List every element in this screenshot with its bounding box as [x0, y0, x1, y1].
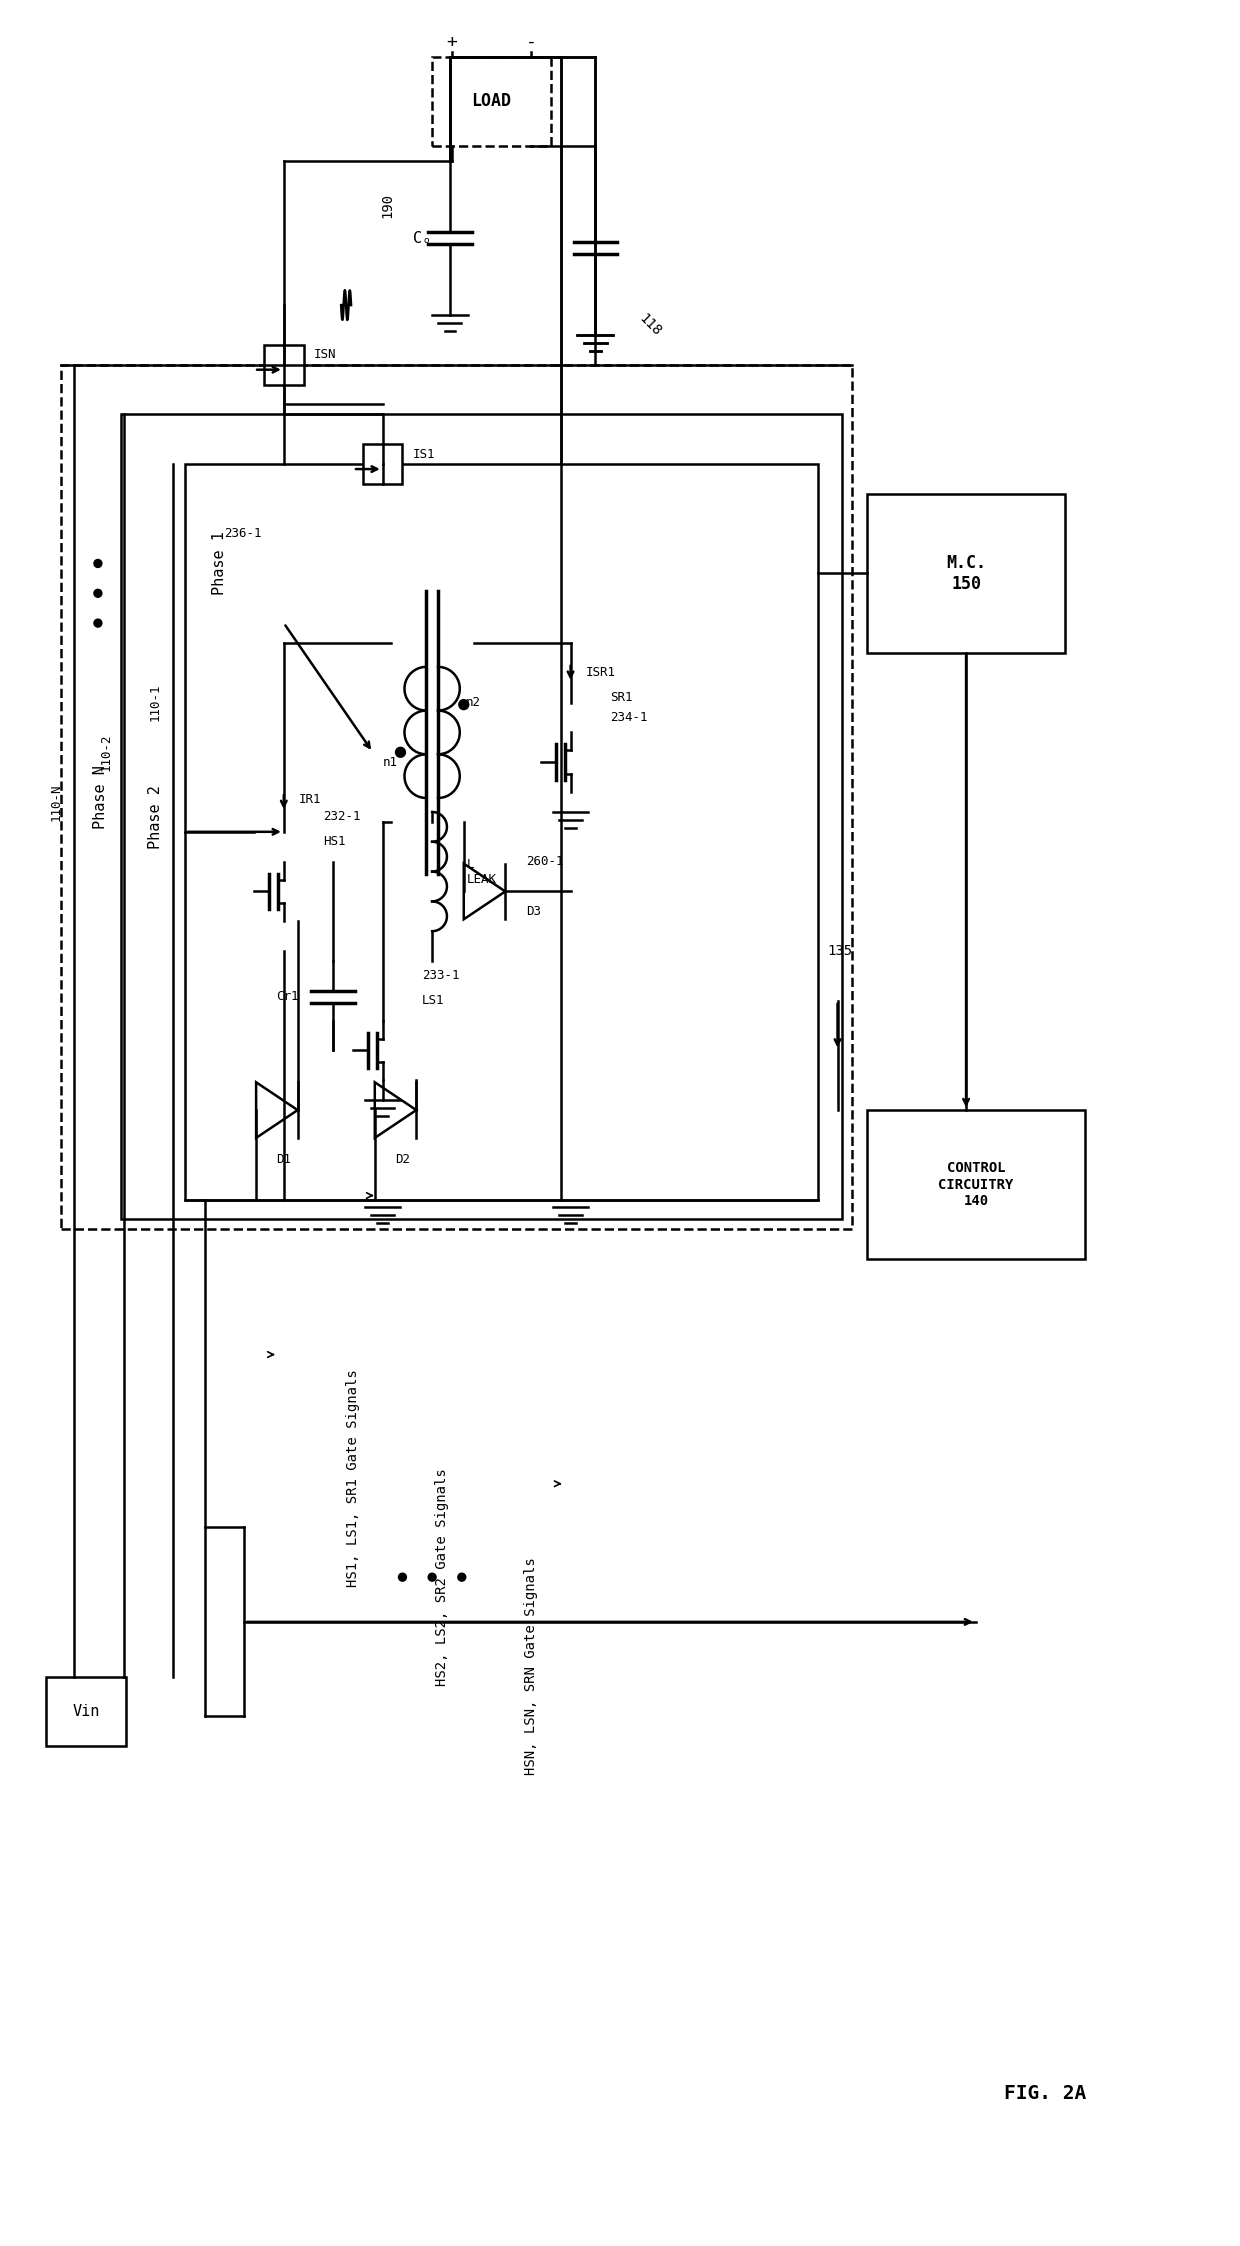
Circle shape	[428, 1572, 436, 1581]
Text: Cₒ: Cₒ	[413, 231, 432, 247]
Text: D3: D3	[526, 905, 541, 919]
Text: 234-1: 234-1	[610, 712, 647, 723]
Bar	[867, 494, 1065, 654]
Text: LOAD: LOAD	[471, 92, 511, 110]
Text: 135: 135	[827, 943, 852, 959]
Text: -: -	[526, 34, 537, 52]
Text: D1: D1	[277, 1152, 291, 1166]
Text: Phase 1: Phase 1	[212, 532, 227, 595]
Bar	[363, 445, 403, 483]
Text: 236-1: 236-1	[224, 528, 262, 541]
Text: n1: n1	[383, 755, 398, 768]
Text: M.C.
150: M.C. 150	[946, 555, 986, 593]
Text: D2: D2	[396, 1152, 410, 1166]
Text: IS1: IS1	[413, 447, 435, 460]
Circle shape	[94, 620, 102, 627]
Text: 118: 118	[636, 312, 663, 339]
Text: Vin: Vin	[72, 1705, 99, 1718]
Bar	[46, 1676, 125, 1745]
Text: 110-1: 110-1	[149, 683, 161, 721]
Text: Phase N: Phase N	[93, 766, 108, 829]
Text: 110-N: 110-N	[50, 784, 63, 820]
Circle shape	[94, 588, 102, 597]
Text: 232-1: 232-1	[324, 811, 361, 824]
Text: HS1: HS1	[324, 836, 346, 849]
Circle shape	[458, 1572, 466, 1581]
Text: n2: n2	[466, 696, 481, 710]
Text: +: +	[446, 34, 458, 52]
Bar	[867, 1110, 1085, 1260]
Bar	[61, 364, 852, 1229]
Text: ISN: ISN	[314, 348, 336, 362]
Text: ISR1: ISR1	[585, 667, 615, 678]
Text: SR1: SR1	[610, 692, 632, 705]
Text: Cr1: Cr1	[277, 990, 299, 1004]
Text: 260-1: 260-1	[526, 856, 563, 869]
Circle shape	[396, 748, 405, 757]
Circle shape	[459, 701, 469, 710]
Text: HS2, LS2, SR2 Gate Signals: HS2, LS2, SR2 Gate Signals	[435, 1469, 449, 1687]
Circle shape	[94, 559, 102, 568]
Text: L
LEAK: L LEAK	[466, 858, 497, 885]
Bar	[264, 346, 304, 384]
Text: HS1, LS1, SR1 Gate Signals: HS1, LS1, SR1 Gate Signals	[346, 1368, 360, 1586]
Text: FIG. 2A: FIG. 2A	[1004, 2084, 1086, 2105]
Text: HSN, LSN, SRN Gate Signals: HSN, LSN, SRN Gate Signals	[525, 1559, 538, 1777]
Text: Phase 2: Phase 2	[148, 784, 162, 849]
Bar	[432, 56, 551, 146]
Text: IR1: IR1	[299, 793, 321, 806]
Text: CONTROL
CIRCUITRY
140: CONTROL CIRCUITRY 140	[939, 1161, 1013, 1208]
Bar	[185, 465, 817, 1199]
Text: 233-1: 233-1	[423, 970, 460, 982]
Text: 110-2: 110-2	[99, 734, 113, 770]
Circle shape	[398, 1572, 407, 1581]
Text: LS1: LS1	[423, 995, 445, 1006]
Text: 190: 190	[381, 193, 394, 218]
Bar	[120, 416, 842, 1220]
